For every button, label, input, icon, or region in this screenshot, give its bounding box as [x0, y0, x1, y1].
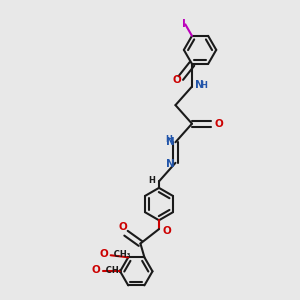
Text: O: O	[92, 266, 100, 275]
Text: O: O	[119, 222, 128, 232]
Text: CH₃: CH₃	[108, 250, 131, 259]
Text: H: H	[200, 81, 207, 90]
Text: H: H	[165, 135, 172, 144]
Text: O: O	[100, 249, 108, 260]
Text: O: O	[173, 74, 182, 85]
Text: CH₃: CH₃	[100, 266, 123, 275]
Text: N: N	[166, 137, 175, 147]
Text: O: O	[214, 119, 223, 129]
Text: I: I	[182, 19, 186, 28]
Text: N: N	[196, 80, 204, 90]
Text: O: O	[163, 226, 171, 236]
Text: H: H	[148, 176, 155, 185]
Text: N: N	[166, 159, 175, 169]
